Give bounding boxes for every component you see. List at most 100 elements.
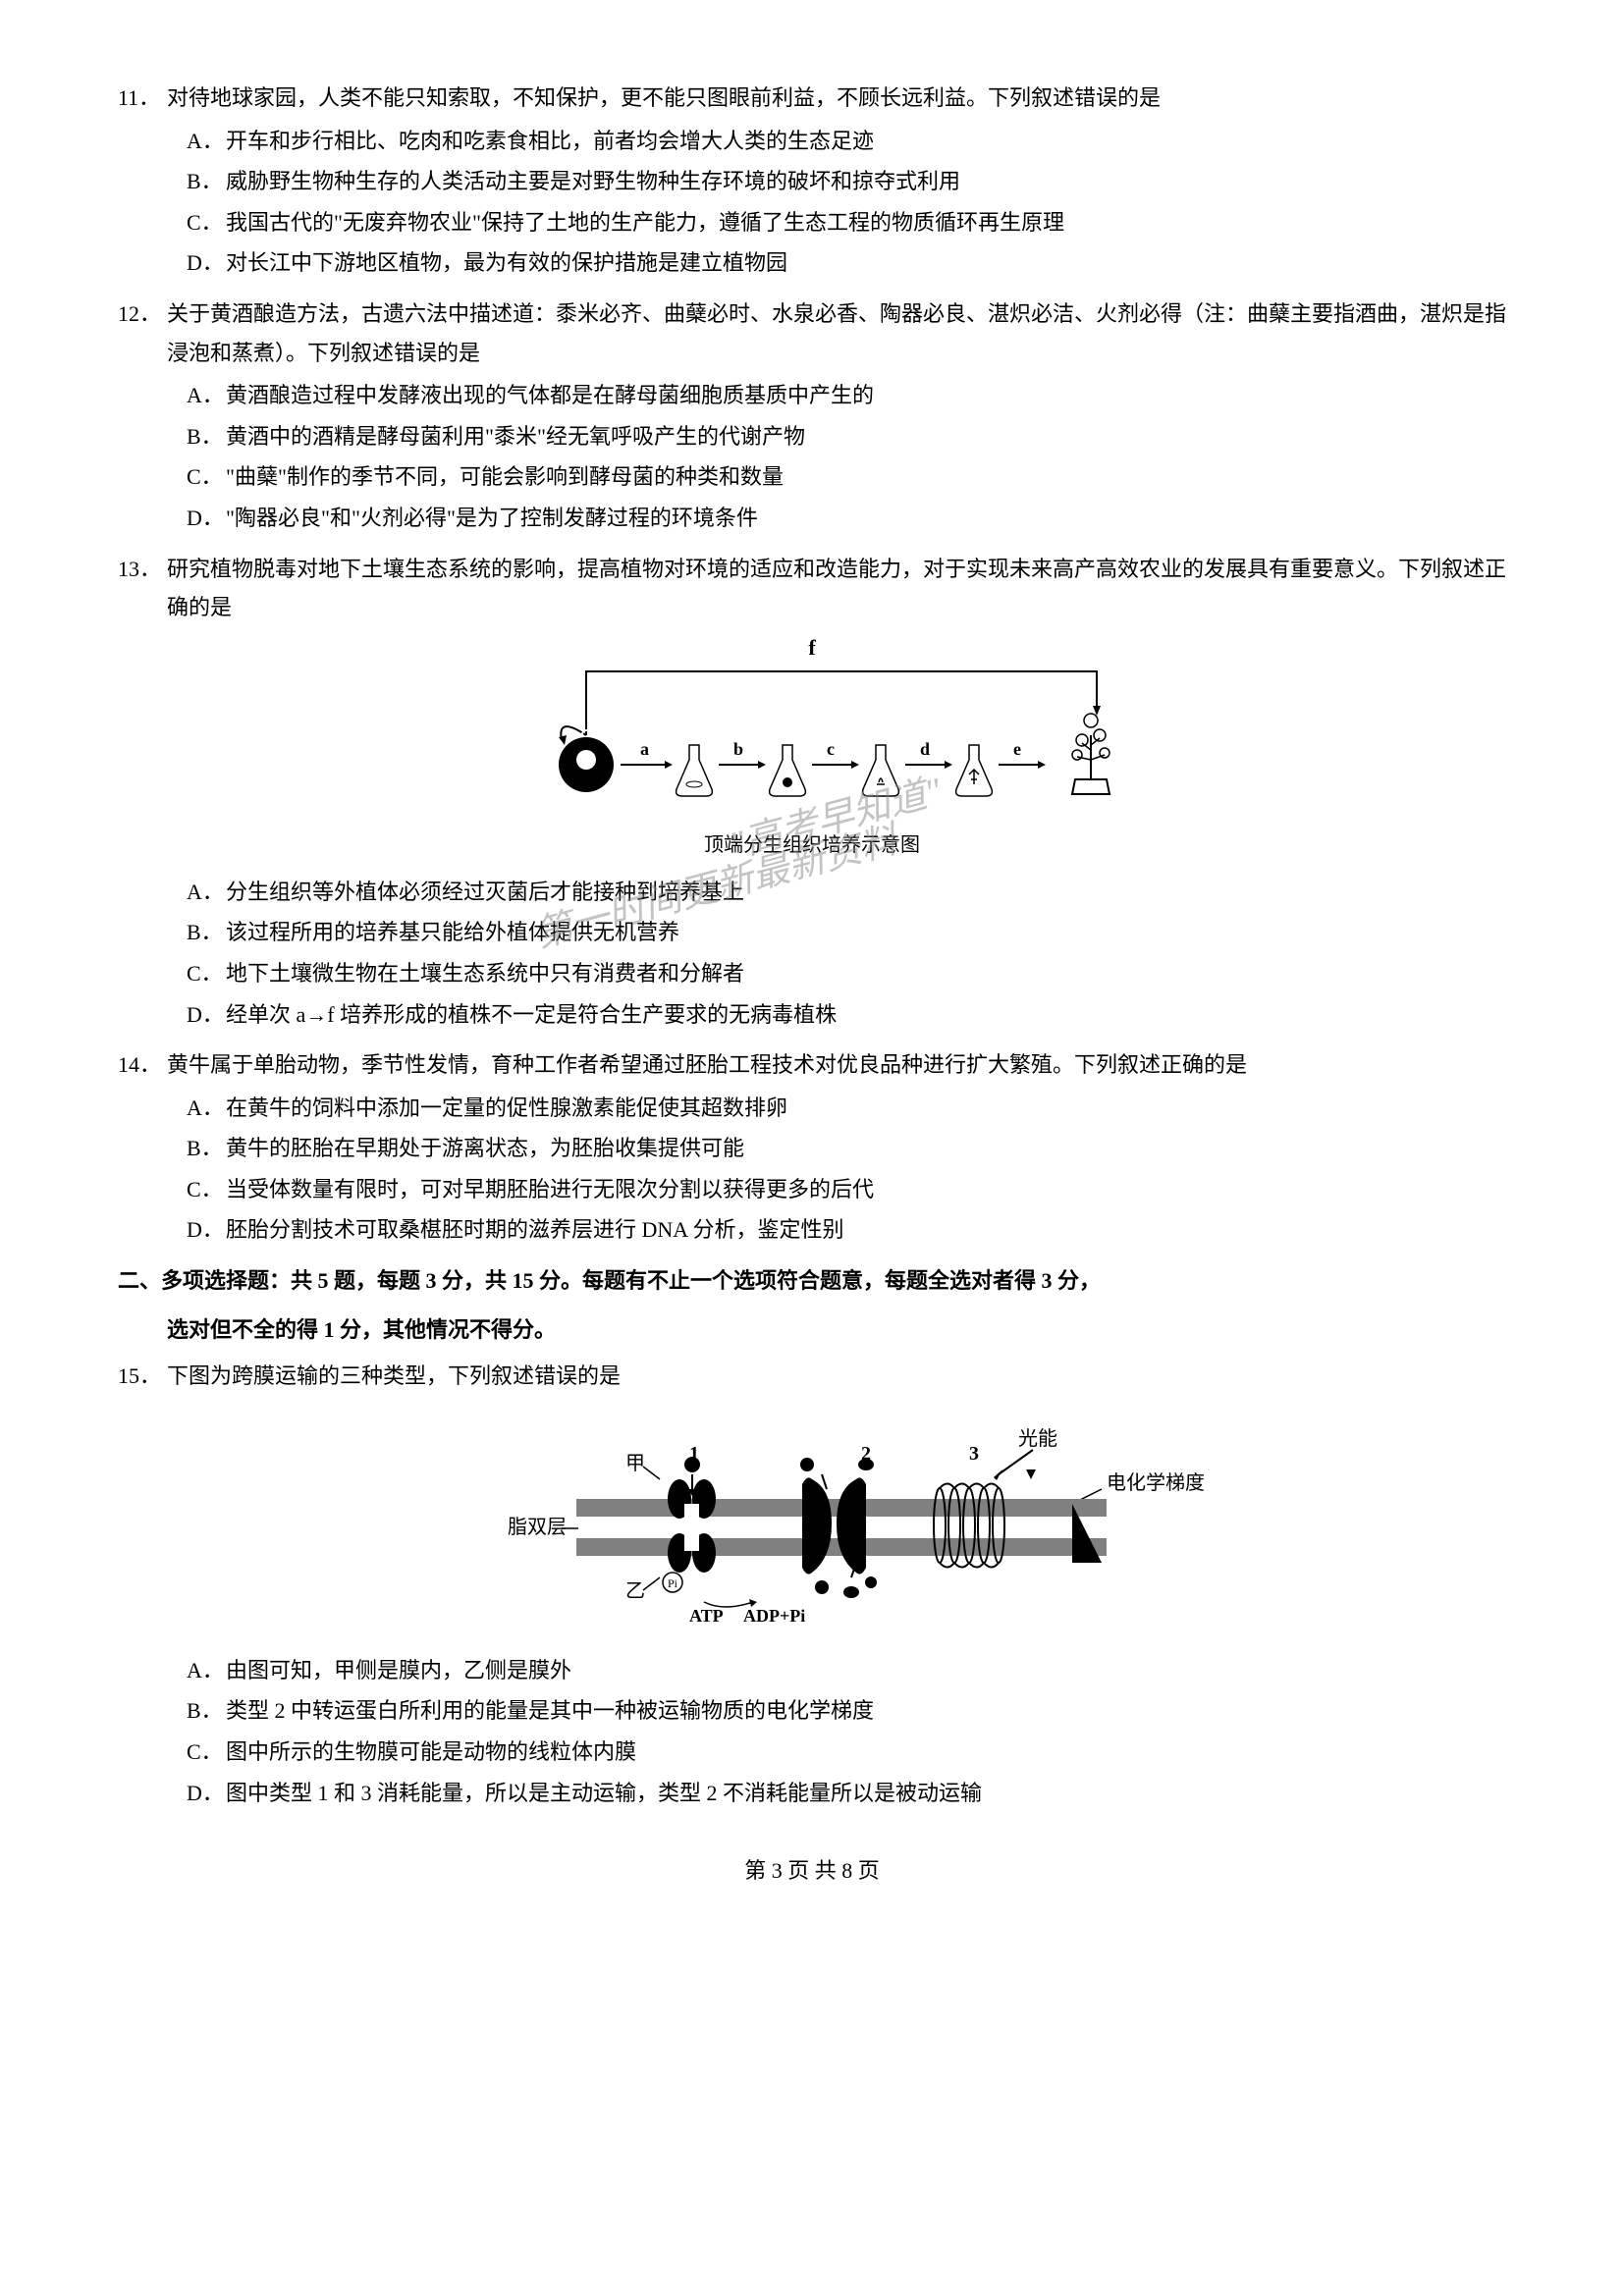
option-letter: C． — [187, 1733, 226, 1772]
svg-text:ADP+Pi: ADP+Pi — [743, 1606, 805, 1626]
option-d: D． 对长江中下游地区植物，最为有效的保护措施是建立植物园 — [118, 243, 1506, 283]
option-a: A． 在黄牛的饲料中添加一定量的促性腺激素能促使其超数排卵 — [118, 1089, 1506, 1128]
option-text: 该过程所用的培养基只能给外植体提供无机营养 — [226, 913, 1506, 952]
option-a: A． 黄酒酿造过程中发酵液出现的气体都是在酵母菌细胞质基质中产生的 — [118, 376, 1506, 415]
option-c: C． 我国古代的"无废弃物农业"保持了土地的生产能力，遵循了生态工程的物质循环再… — [118, 203, 1506, 242]
option-letter: C． — [187, 954, 226, 993]
svg-text:3: 3 — [969, 1443, 979, 1465]
question-stem: 12． 关于黄酒酿造方法，古遗六法中描述道：黍米必齐、曲蘖必时、水泉必香、陶器必… — [118, 294, 1506, 372]
option-text: 当受体数量有限时，可对早期胚胎进行无限次分割以获得更多的后代 — [226, 1170, 1506, 1209]
option-letter: B． — [187, 162, 226, 201]
question-text: 下图为跨膜运输的三种类型，下列叙述错误的是 — [167, 1357, 1506, 1396]
svg-text:e: e — [1013, 739, 1021, 759]
option-text: 对长江中下游地区植物，最为有效的保护措施是建立植物园 — [226, 243, 1506, 283]
option-text: 黄酒中的酒精是酵母菌利用"黍米"经无氧呼吸产生的代谢产物 — [226, 417, 1506, 456]
question-stem: 14． 黄牛属于单胎动物，季节性发情，育种工作者希望通过胚胎工程技术对优良品种进… — [118, 1045, 1506, 1085]
option-text: 开车和步行相比、吃肉和吃素食相比，前者均会增大人类的生态足迹 — [226, 122, 1506, 161]
svg-text:Pi: Pi — [668, 1576, 678, 1590]
option-letter: B． — [187, 417, 226, 456]
question-12: 12． 关于黄酒酿造方法，古遗六法中描述道：黍米必齐、曲蘖必时、水泉必香、陶器必… — [118, 294, 1506, 538]
option-letter: C． — [187, 203, 226, 242]
question-text: 关于黄酒酿造方法，古遗六法中描述道：黍米必齐、曲蘖必时、水泉必香、陶器必良、湛炽… — [167, 294, 1506, 372]
option-letter: A． — [187, 122, 226, 161]
option-d: D． "陶器必良"和"火剂必得"是为了控制发酵过程的环境条件 — [118, 499, 1506, 538]
option-letter: D． — [187, 499, 226, 538]
option-c: C． 图中所示的生物膜可能是动物的线粒体内膜 — [118, 1733, 1506, 1772]
section-2-header-line2: 选对但不全的得 1 分，其他情况不得分。 — [118, 1310, 1506, 1350]
option-d: D． 胚胎分割技术可取桑椹胚时期的滋养层进行 DNA 分析，鉴定性别 — [118, 1210, 1506, 1250]
option-text: "陶器必良"和"火剂必得"是为了控制发酵过程的环境条件 — [226, 499, 1506, 538]
question-text: 黄牛属于单胎动物，季节性发情，育种工作者希望通过胚胎工程技术对优良品种进行扩大繁… — [167, 1045, 1506, 1085]
option-letter: A． — [187, 376, 226, 415]
option-text: 胚胎分割技术可取桑椹胚时期的滋养层进行 DNA 分析，鉴定性别 — [226, 1210, 1506, 1250]
figure-caption: 顶端分生组织培养示意图 — [118, 828, 1506, 863]
question-stem: 13． 研究植物脱毒对地下土壤生态系统的影响，提高植物对环境的适应和改造能力，对… — [118, 550, 1506, 627]
option-letter: D． — [187, 243, 226, 283]
option-text: "曲蘖"制作的季节不同，可能会影响到酵母菌的种类和数量 — [226, 457, 1506, 497]
option-letter: B． — [187, 913, 226, 952]
svg-text:ATP: ATP — [689, 1606, 724, 1626]
svg-text:c: c — [827, 739, 835, 759]
option-text: 黄牛的胚胎在早期处于游离状态，为胚胎收集提供可能 — [226, 1129, 1506, 1168]
option-letter: C． — [187, 1170, 226, 1209]
question-text: 对待地球家园，人类不能只知索取，不知保护，更不能只图眼前利益，不顾长远利益。下列… — [167, 79, 1506, 118]
page-footer: 第 3 页 共 8 页 — [118, 1851, 1506, 1891]
membrane-diagram-svg: 甲 1 2 3 光能 电化学梯度 脂双层 乙 ATP ADP+Pi — [419, 1406, 1205, 1641]
option-b: B． 类型 2 中转运蛋白所利用的能量是其中一种被运输物质的电化学梯度 — [118, 1691, 1506, 1731]
question-text: 研究植物脱毒对地下土壤生态系统的影响，提高植物对环境的适应和改造能力，对于实现未… — [167, 550, 1506, 627]
option-b: B． 黄酒中的酒精是酵母菌利用"黍米"经无氧呼吸产生的代谢产物 — [118, 417, 1506, 456]
option-letter: D． — [187, 995, 226, 1035]
question-13: 13． 研究植物脱毒对地下土壤生态系统的影响，提高植物对环境的适应和改造能力，对… — [118, 550, 1506, 1035]
option-text: 分生组织等外植体必须经过灭菌后才能接种到培养基上 — [226, 873, 1506, 912]
option-text: 黄酒酿造过程中发酵液出现的气体都是在酵母菌细胞质基质中产生的 — [226, 376, 1506, 415]
option-b: B． 该过程所用的培养基只能给外植体提供无机营养 — [118, 913, 1506, 952]
question-11: 11． 对待地球家园，人类不能只知索取，不知保护，更不能只图眼前利益，不顾长远利… — [118, 79, 1506, 283]
option-letter: B． — [187, 1129, 226, 1168]
option-a: A． 由图可知，甲侧是膜内，乙侧是膜外 — [118, 1651, 1506, 1690]
option-b: B． 威胁野生物种生存的人类活动主要是对野生物种生存环境的破坏和掠夺式利用 — [118, 162, 1506, 201]
option-text: 由图可知，甲侧是膜内，乙侧是膜外 — [226, 1651, 1506, 1690]
section-header-line2: 选对但不全的得 1 分，其他情况不得分。 — [167, 1310, 556, 1350]
svg-text:脂双层: 脂双层 — [508, 1516, 567, 1538]
option-b: B． 黄牛的胚胎在早期处于游离状态，为胚胎收集提供可能 — [118, 1129, 1506, 1168]
option-d: D． 经单次 a→f 培养形成的植株不一定是符合生产要求的无病毒植株 — [118, 995, 1506, 1035]
option-letter: A． — [187, 1651, 226, 1690]
option-text: 地下土壤微生物在土壤生态系统中只有消费者和分解者 — [226, 954, 1506, 993]
svg-text:甲: 甲 — [625, 1453, 645, 1474]
tissue-culture-diagram: f a b — [118, 637, 1506, 863]
option-a: A． 分生组织等外植体必须经过灭菌后才能接种到培养基上 — [118, 873, 1506, 912]
option-text: 类型 2 中转运蛋白所利用的能量是其中一种被运输物质的电化学梯度 — [226, 1691, 1506, 1731]
option-letter: C． — [187, 457, 226, 497]
question-stem: 15． 下图为跨膜运输的三种类型，下列叙述错误的是 — [118, 1357, 1506, 1396]
svg-text:f: f — [808, 637, 816, 660]
svg-text:a: a — [640, 739, 649, 759]
option-c: C． 当受体数量有限时，可对早期胚胎进行无限次分割以获得更多的后代 — [118, 1170, 1506, 1209]
question-15: 15． 下图为跨膜运输的三种类型，下列叙述错误的是 甲 1 2 3 光能 电化学… — [118, 1357, 1506, 1812]
option-text: 在黄牛的饲料中添加一定量的促性腺激素能促使其超数排卵 — [226, 1089, 1506, 1128]
option-c: C． 地下土壤微生物在土壤生态系统中只有消费者和分解者 — [118, 954, 1506, 993]
option-letter: D． — [187, 1210, 226, 1250]
section-header-line1: 二、多项选择题：共 5 题，每题 3 分，共 15 分。每题有不止一个选项符合题… — [118, 1261, 1101, 1301]
option-text: 我国古代的"无废弃物农业"保持了土地的生产能力，遵循了生态工程的物质循环再生原理 — [226, 203, 1506, 242]
membrane-transport-diagram: 甲 1 2 3 光能 电化学梯度 脂双层 乙 ATP ADP+Pi — [118, 1406, 1506, 1641]
question-14: 14． 黄牛属于单胎动物，季节性发情，育种工作者希望通过胚胎工程技术对优良品种进… — [118, 1045, 1506, 1250]
option-letter: B． — [187, 1691, 226, 1731]
option-text: 经单次 a→f 培养形成的植株不一定是符合生产要求的无病毒植株 — [226, 995, 1506, 1035]
question-number: 12． — [118, 294, 167, 372]
svg-text:乙: 乙 — [625, 1580, 645, 1602]
svg-text:电化学梯度: 电化学梯度 — [1107, 1471, 1205, 1494]
svg-text:光能: 光能 — [1018, 1427, 1057, 1450]
option-d: D． 图中类型 1 和 3 消耗能量，所以是主动运输，类型 2 不消耗能量所以是… — [118, 1774, 1506, 1813]
section-2-header: 二、多项选择题：共 5 题，每题 3 分，共 15 分。每题有不止一个选项符合题… — [118, 1261, 1506, 1301]
option-a: A． 开车和步行相比、吃肉和吃素食相比，前者均会增大人类的生态足迹 — [118, 122, 1506, 161]
question-number: 15． — [118, 1357, 167, 1396]
option-letter: A． — [187, 873, 226, 912]
option-letter: A． — [187, 1089, 226, 1128]
option-text: 图中类型 1 和 3 消耗能量，所以是主动运输，类型 2 不消耗能量所以是被动运… — [226, 1774, 1506, 1813]
question-number: 13． — [118, 550, 167, 627]
option-text: 图中所示的生物膜可能是动物的线粒体内膜 — [226, 1733, 1506, 1772]
svg-text:d: d — [920, 739, 930, 759]
diagram-svg: f a b — [468, 637, 1156, 824]
option-text: 威胁野生物种生存的人类活动主要是对野生物种生存环境的破坏和掠夺式利用 — [226, 162, 1506, 201]
question-number: 11． — [118, 79, 167, 118]
